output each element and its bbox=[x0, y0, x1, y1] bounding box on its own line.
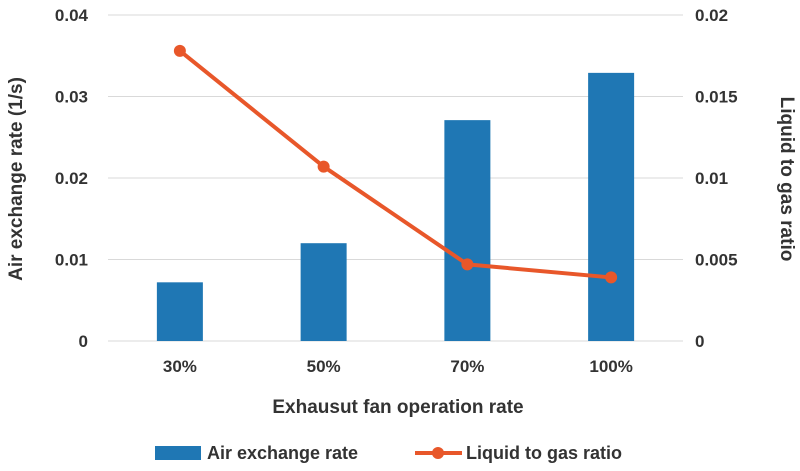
legend-marker-liquid-gas bbox=[432, 447, 444, 459]
x-axis-ticks: 30% 50% 70% 100% bbox=[163, 357, 633, 376]
left-axis-title: Air exchange rate (1/s) bbox=[6, 77, 27, 281]
line-series-liquid-gas bbox=[173, 44, 618, 284]
right-tick-label: 0.02 bbox=[695, 6, 728, 25]
bar-70pct bbox=[444, 120, 491, 341]
gridlines bbox=[108, 14, 683, 342]
right-tick-label: 0.005 bbox=[695, 251, 738, 270]
right-axis-title: Liquid to gas ratio bbox=[776, 97, 797, 262]
left-axis-ticks: 0 0.01 0.02 0.03 0.04 bbox=[55, 6, 89, 351]
x-tick-label: 30% bbox=[163, 357, 197, 376]
line-point-30pct bbox=[173, 44, 186, 57]
line-point-50pct bbox=[317, 160, 330, 173]
right-axis-ticks: 0 0.005 0.01 0.015 0.02 bbox=[695, 6, 738, 351]
legend: Air exchange rate Liquid to gas ratio bbox=[155, 443, 622, 463]
x-axis-title: Exhausut fan operation rate bbox=[272, 397, 523, 418]
x-tick-label: 70% bbox=[450, 357, 484, 376]
bar-30pct bbox=[156, 282, 203, 341]
line-point-100pct bbox=[605, 271, 618, 284]
bar-50pct bbox=[300, 243, 347, 341]
bar-series-air-exchange bbox=[156, 72, 635, 342]
left-tick-label: 0 bbox=[79, 332, 88, 351]
legend-label-liquid-gas: Liquid to gas ratio bbox=[466, 443, 622, 463]
left-tick-label: 0.02 bbox=[55, 169, 88, 188]
left-tick-label: 0.03 bbox=[55, 88, 88, 107]
left-tick-label: 0.04 bbox=[55, 6, 89, 25]
bar-100pct bbox=[588, 72, 635, 342]
legend-label-air-exchange: Air exchange rate bbox=[207, 443, 358, 463]
x-tick-label: 50% bbox=[307, 357, 341, 376]
line-path bbox=[178, 49, 612, 280]
left-tick-label: 0.01 bbox=[55, 251, 88, 270]
right-tick-label: 0 bbox=[695, 332, 704, 351]
line-point-70pct bbox=[461, 258, 474, 271]
right-tick-label: 0.01 bbox=[695, 169, 728, 188]
legend-swatch-air-exchange bbox=[155, 446, 201, 460]
x-tick-label: 100% bbox=[589, 357, 632, 376]
right-tick-label: 0.015 bbox=[695, 88, 738, 107]
